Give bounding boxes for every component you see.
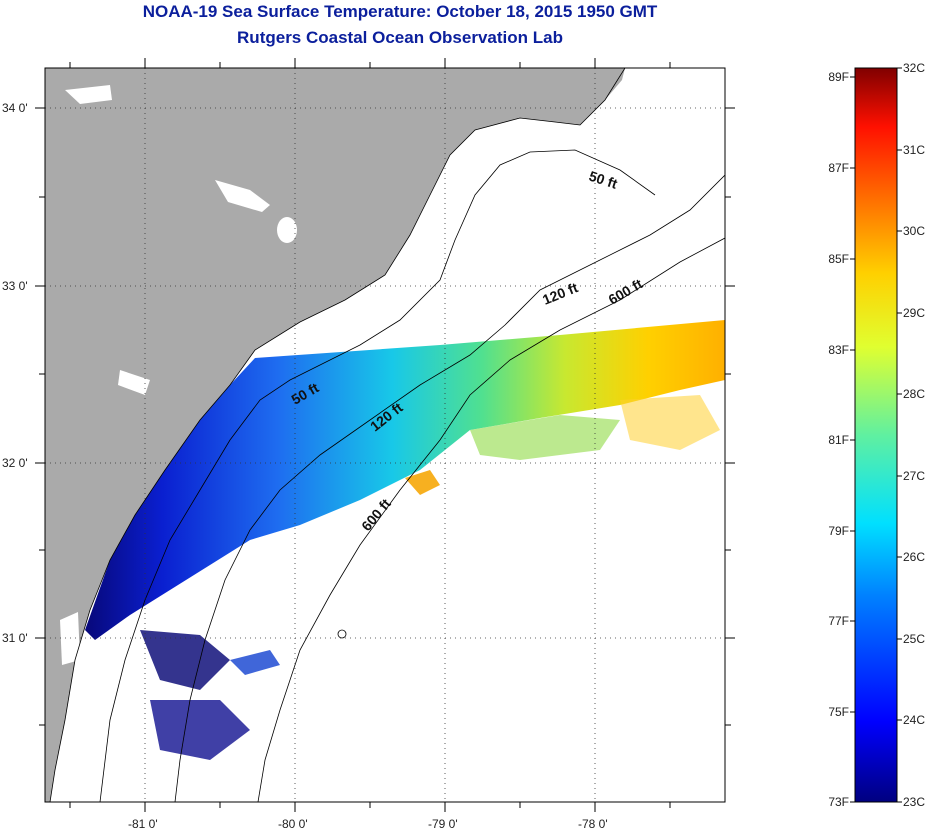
- colorbar-f-label: 87F: [828, 161, 849, 175]
- lat-tick-label: 34 0': [2, 101, 28, 115]
- colorbar-f-label: 89F: [828, 70, 849, 84]
- colorbar-f-label: 85F: [828, 252, 849, 266]
- colorbar-c-label: 30C: [903, 224, 925, 238]
- graticule: [45, 68, 725, 802]
- lat-tick-label: 33 0': [2, 279, 28, 293]
- colorbar-f-label: 75F: [828, 705, 849, 719]
- lake: [118, 370, 150, 395]
- contour-120ft: [174, 174, 725, 802]
- lat-tick-label: 32 0': [2, 456, 28, 470]
- contour-600ft: [257, 237, 725, 802]
- colorbar-f-label: 77F: [828, 614, 849, 628]
- lon-tick-label: -80 0': [278, 817, 308, 831]
- colorbar-c-label: 31C: [903, 143, 925, 157]
- contour-label: 600 ft: [606, 275, 646, 307]
- contour-50ft: [99, 149, 656, 802]
- frame-ticks: [35, 58, 735, 812]
- sst-patch-mixed: [470, 415, 620, 460]
- lon-tick-label: -79 0': [428, 817, 458, 831]
- sst-patch-warm: [405, 470, 440, 495]
- contour-label: 120 ft: [540, 279, 580, 308]
- sst-swath: [85, 320, 725, 640]
- lon-tick-label: -78 0': [578, 817, 608, 831]
- contour-label: 50 ft: [587, 168, 620, 192]
- map-title: NOAA-19 Sea Surface Temperature: October…: [142, 2, 658, 21]
- colorbar-c-label: 23C: [903, 795, 925, 809]
- colorbar-c-label: 27C: [903, 469, 925, 483]
- map-frame: [44, 67, 726, 803]
- coastline: [49, 68, 626, 802]
- colorbar-c-label: 29C: [903, 306, 925, 320]
- colorbar-c-label: 32C: [903, 61, 925, 75]
- colorbar: [854, 67, 898, 803]
- lake: [277, 217, 297, 243]
- colorbar-c-label: 28C: [903, 387, 925, 401]
- sst-patch-mixed: [620, 395, 720, 450]
- lon-tick-label: -81 0': [128, 817, 158, 831]
- colorbar-c-label: 25C: [903, 632, 925, 646]
- colorbar-ticks: [850, 67, 902, 803]
- colorbar-c-label: 24C: [903, 713, 925, 727]
- contour-label: 600 ft: [358, 495, 394, 534]
- sst-patch-cold: [150, 700, 250, 760]
- colorbar-f-label: 79F: [828, 524, 849, 538]
- sst-patch-cold: [140, 630, 230, 690]
- sst-patch-cold: [230, 650, 280, 675]
- land-mass: [45, 68, 625, 802]
- lake: [65, 85, 112, 104]
- lat-tick-label: 31 0': [2, 631, 28, 645]
- map-subtitle: Rutgers Coastal Ocean Observation Lab: [237, 28, 563, 47]
- colorbar-c-label: 26C: [903, 550, 925, 564]
- colorbar-f-label: 73F: [828, 795, 849, 809]
- colorbar-f-label: 83F: [828, 343, 849, 357]
- contour-ring: [337, 629, 347, 639]
- colorbar-f-label: 81F: [828, 433, 849, 447]
- lake: [215, 180, 270, 212]
- lake: [60, 612, 80, 665]
